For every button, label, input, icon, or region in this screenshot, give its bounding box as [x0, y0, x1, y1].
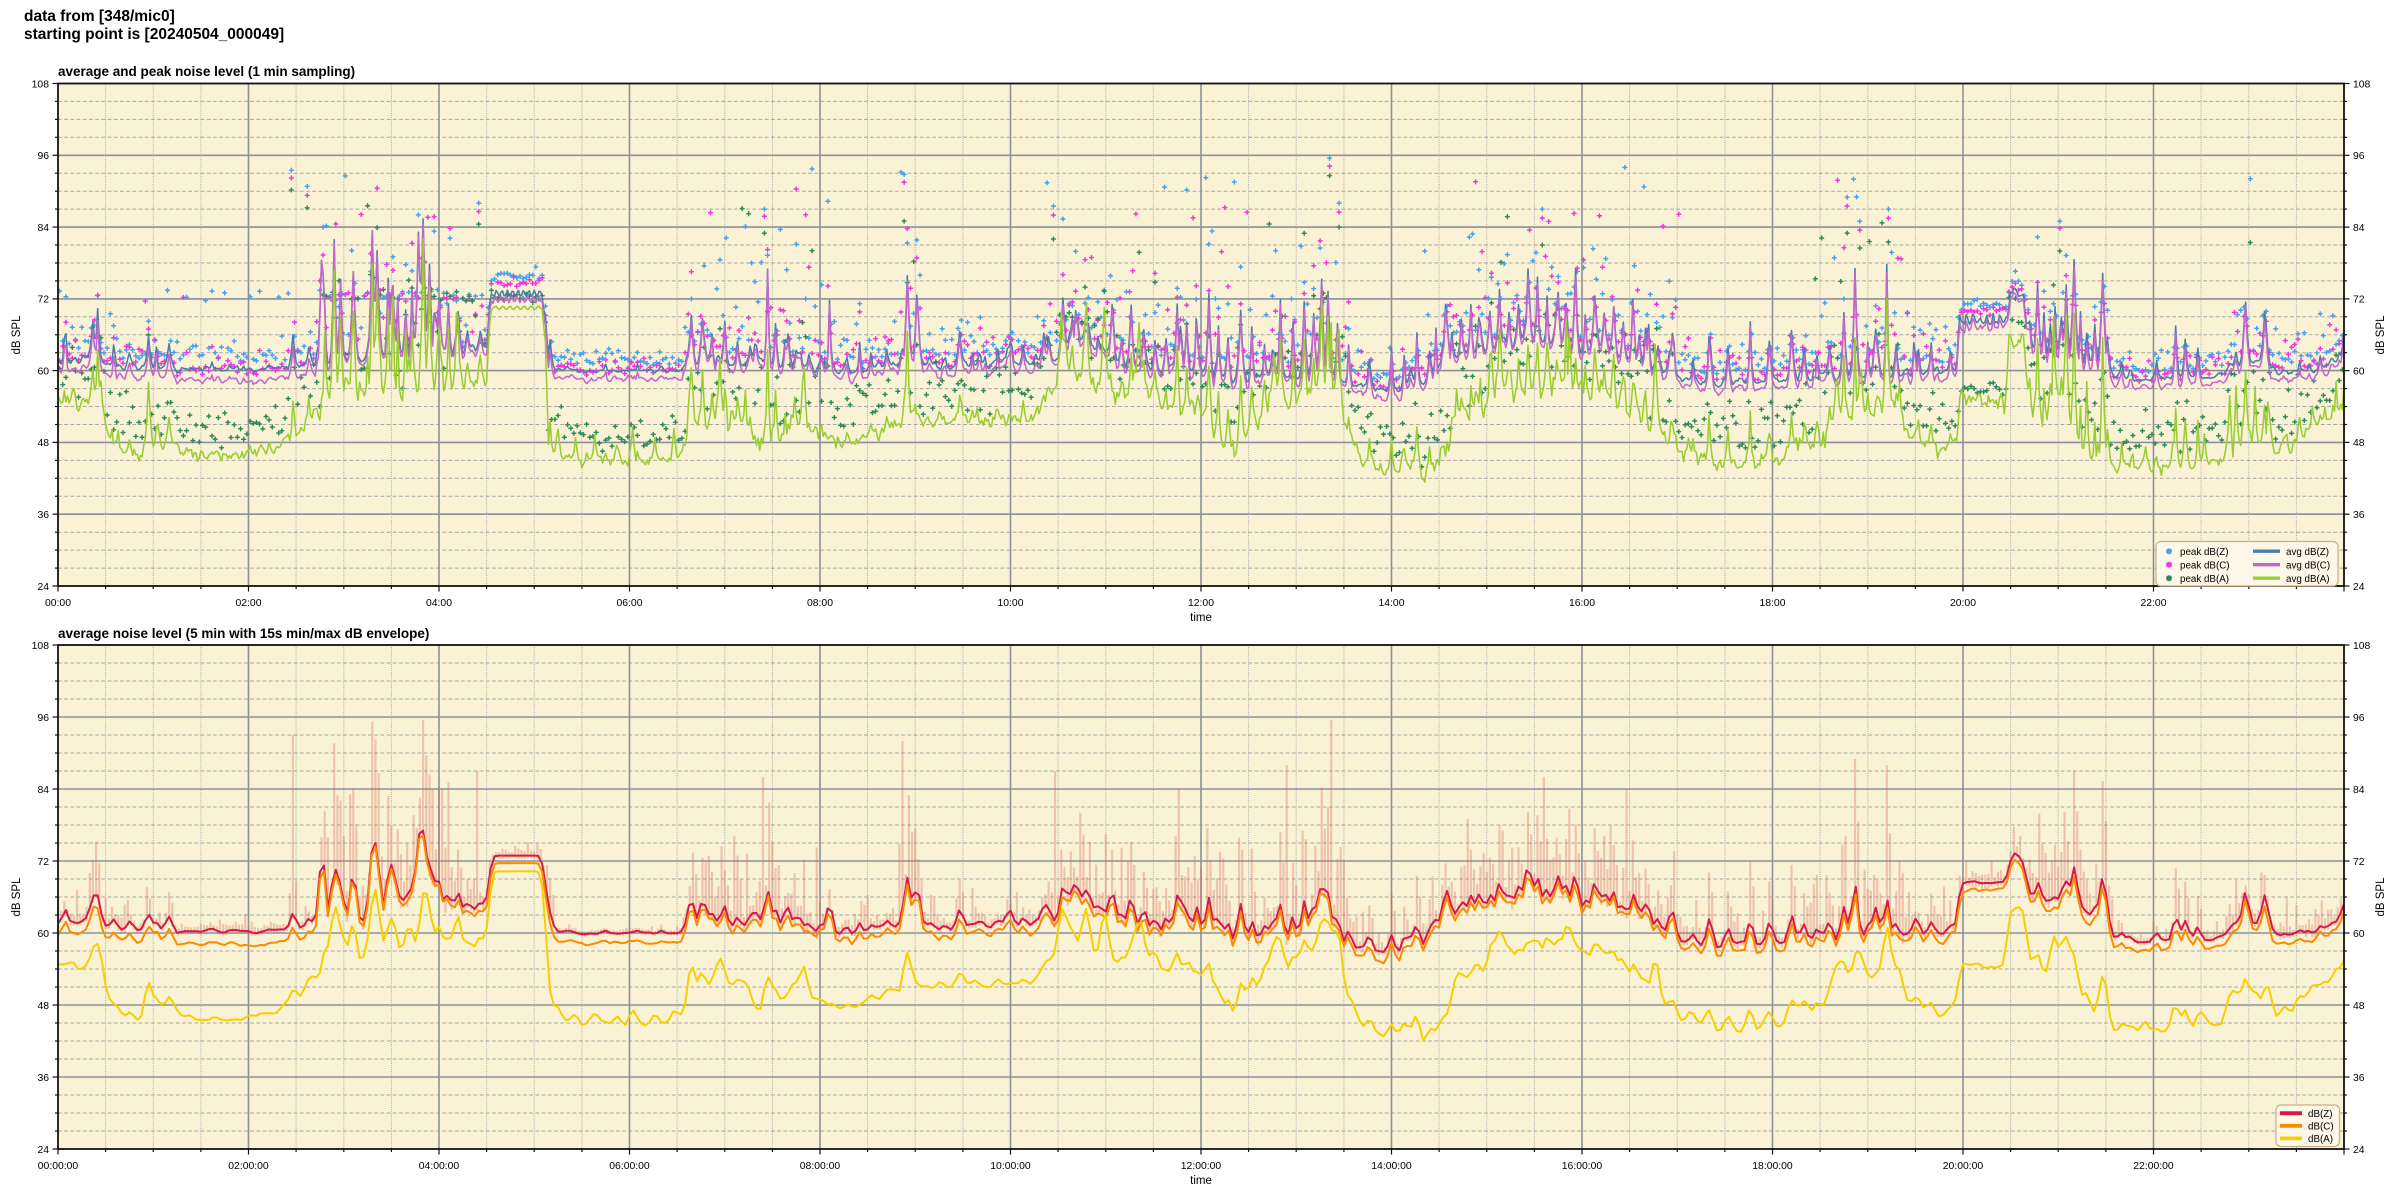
svg-text:avg dB(A): avg dB(A) [2286, 574, 2330, 585]
svg-text:dB SPL: dB SPL [2375, 315, 2387, 355]
svg-text:22:00:00: 22:00:00 [2133, 1161, 2174, 1172]
svg-text:16:00:00: 16:00:00 [1562, 1161, 1603, 1172]
svg-text:24: 24 [2353, 1145, 2365, 1156]
svg-text:08:00:00: 08:00:00 [800, 1161, 841, 1172]
svg-text:12:00:00: 12:00:00 [1181, 1161, 1222, 1172]
svg-text:96: 96 [2353, 713, 2365, 724]
svg-text:20:00: 20:00 [1950, 598, 1976, 609]
svg-text:02:00: 02:00 [235, 598, 261, 609]
svg-text:dB(Z): dB(Z) [2308, 1109, 2333, 1120]
svg-text:108: 108 [2353, 641, 2371, 652]
svg-text:time: time [1190, 612, 1212, 624]
svg-text:36: 36 [37, 510, 49, 521]
svg-text:84: 84 [37, 785, 49, 796]
svg-text:dB SPL: dB SPL [11, 877, 23, 917]
svg-text:10:00: 10:00 [997, 598, 1023, 609]
svg-text:96: 96 [37, 151, 49, 162]
svg-text:84: 84 [2353, 223, 2365, 234]
svg-text:time: time [1190, 1175, 1212, 1187]
svg-text:60: 60 [37, 929, 49, 940]
svg-text:48: 48 [2353, 438, 2365, 449]
svg-text:24: 24 [2353, 582, 2365, 593]
svg-text:72: 72 [2353, 295, 2365, 306]
svg-text:108: 108 [32, 641, 50, 652]
svg-text:06:00:00: 06:00:00 [609, 1161, 650, 1172]
svg-text:18:00:00: 18:00:00 [1752, 1161, 1793, 1172]
svg-text:starting point is [20240504_00: starting point is [20240504_000049] [24, 26, 284, 43]
svg-text:24: 24 [37, 1145, 49, 1156]
svg-text:60: 60 [2353, 366, 2365, 377]
svg-text:96: 96 [2353, 151, 2365, 162]
svg-text:dB(C): dB(C) [2308, 1121, 2334, 1132]
svg-text:average noise level (5 min wit: average noise level (5 min with 15s min/… [58, 626, 429, 641]
svg-text:22:00: 22:00 [2140, 598, 2166, 609]
svg-text:02:00:00: 02:00:00 [228, 1161, 269, 1172]
svg-text:24: 24 [37, 582, 49, 593]
svg-text:14:00: 14:00 [1378, 598, 1404, 609]
svg-text:avg dB(Z): avg dB(Z) [2286, 547, 2329, 558]
svg-text:peak dB(C): peak dB(C) [2180, 560, 2230, 571]
svg-text:18:00: 18:00 [1759, 598, 1785, 609]
svg-text:48: 48 [2353, 1001, 2365, 1012]
svg-text:72: 72 [2353, 857, 2365, 868]
svg-text:peak dB(Z): peak dB(Z) [2180, 547, 2228, 558]
svg-text:36: 36 [2353, 1073, 2365, 1084]
svg-text:48: 48 [37, 438, 49, 449]
svg-text:08:00: 08:00 [807, 598, 833, 609]
svg-text:108: 108 [32, 79, 50, 90]
svg-text:00:00:00: 00:00:00 [38, 1161, 79, 1172]
svg-text:peak dB(A): peak dB(A) [2180, 574, 2229, 585]
svg-text:72: 72 [37, 857, 49, 868]
svg-text:48: 48 [37, 1001, 49, 1012]
svg-text:12:00: 12:00 [1188, 598, 1214, 609]
svg-text:60: 60 [2353, 929, 2365, 940]
svg-text:data from [348/mic0]: data from [348/mic0] [24, 8, 175, 25]
svg-text:04:00: 04:00 [426, 598, 452, 609]
svg-text:06:00: 06:00 [616, 598, 642, 609]
svg-text:dB(A): dB(A) [2308, 1134, 2333, 1145]
svg-text:14:00:00: 14:00:00 [1371, 1161, 1412, 1172]
svg-text:04:00:00: 04:00:00 [419, 1161, 460, 1172]
svg-text:20:00:00: 20:00:00 [1943, 1161, 1984, 1172]
svg-text:16:00: 16:00 [1569, 598, 1595, 609]
svg-text:60: 60 [37, 366, 49, 377]
svg-text:average and peak noise level (: average and peak noise level (1 min samp… [58, 64, 355, 79]
svg-text:36: 36 [2353, 510, 2365, 521]
svg-text:dB SPL: dB SPL [2375, 877, 2387, 917]
svg-text:dB SPL: dB SPL [11, 315, 23, 355]
svg-text:72: 72 [37, 295, 49, 306]
svg-text:00:00: 00:00 [45, 598, 71, 609]
svg-text:10:00:00: 10:00:00 [990, 1161, 1031, 1172]
svg-text:36: 36 [37, 1073, 49, 1084]
svg-text:avg dB(C): avg dB(C) [2286, 560, 2330, 571]
svg-text:84: 84 [37, 223, 49, 234]
svg-text:96: 96 [37, 713, 49, 724]
svg-text:84: 84 [2353, 785, 2365, 796]
svg-text:108: 108 [2353, 79, 2371, 90]
